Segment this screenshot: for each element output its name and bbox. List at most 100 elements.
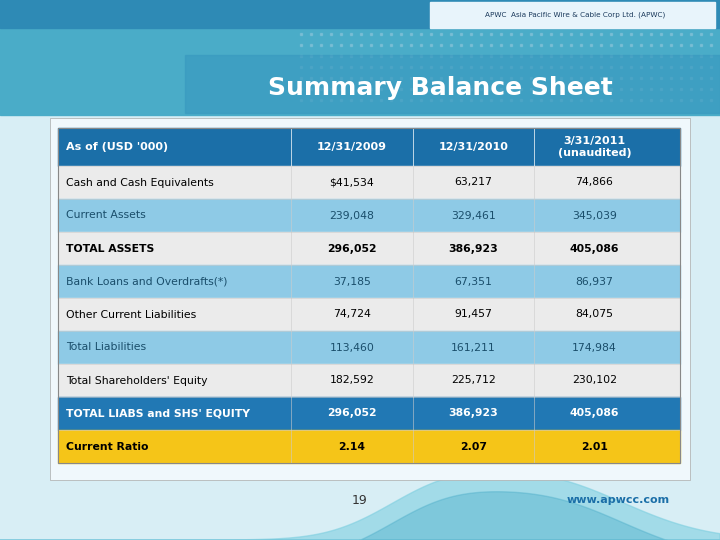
Bar bbox=[630, 77, 631, 78]
Bar bbox=[650, 44, 652, 45]
Bar bbox=[330, 33, 331, 35]
Bar bbox=[450, 55, 451, 57]
Bar bbox=[580, 33, 582, 35]
Bar bbox=[390, 88, 392, 90]
Bar bbox=[510, 99, 511, 100]
Bar bbox=[560, 33, 562, 35]
Bar bbox=[620, 88, 621, 90]
Bar bbox=[300, 99, 302, 100]
Bar bbox=[600, 77, 601, 78]
Bar bbox=[370, 77, 372, 78]
Bar bbox=[670, 44, 672, 45]
Bar bbox=[650, 66, 652, 68]
Bar bbox=[630, 33, 631, 35]
Bar bbox=[680, 55, 682, 57]
Bar bbox=[470, 44, 472, 45]
Text: 91,457: 91,457 bbox=[454, 309, 492, 320]
Bar bbox=[540, 66, 541, 68]
Bar bbox=[330, 77, 331, 78]
Bar bbox=[0, 0, 720, 28]
Bar bbox=[680, 99, 682, 100]
Bar bbox=[450, 88, 451, 90]
Bar bbox=[560, 66, 562, 68]
Bar bbox=[340, 66, 341, 68]
Bar bbox=[690, 99, 691, 100]
Bar bbox=[490, 99, 492, 100]
Bar bbox=[460, 77, 462, 78]
Bar bbox=[500, 99, 502, 100]
Bar bbox=[350, 88, 351, 90]
Text: 74,866: 74,866 bbox=[575, 178, 613, 187]
Bar bbox=[690, 77, 691, 78]
Bar bbox=[380, 55, 382, 57]
Bar bbox=[300, 66, 302, 68]
Bar bbox=[400, 66, 402, 68]
Bar bbox=[510, 33, 511, 35]
Bar bbox=[400, 33, 402, 35]
Bar bbox=[470, 33, 472, 35]
Bar bbox=[310, 44, 312, 45]
Bar bbox=[670, 88, 672, 90]
Bar bbox=[690, 55, 691, 57]
Text: Current Assets: Current Assets bbox=[66, 211, 145, 220]
Bar bbox=[570, 55, 572, 57]
Bar bbox=[600, 88, 601, 90]
Bar bbox=[650, 88, 652, 90]
Bar bbox=[330, 55, 331, 57]
Bar bbox=[640, 99, 642, 100]
Bar bbox=[710, 99, 711, 100]
Bar bbox=[185, 55, 720, 113]
Bar bbox=[370, 55, 372, 57]
Bar bbox=[320, 66, 322, 68]
Bar bbox=[58, 331, 680, 364]
Text: 2.14: 2.14 bbox=[338, 442, 365, 451]
Bar bbox=[520, 33, 521, 35]
Bar bbox=[630, 66, 631, 68]
Bar bbox=[430, 88, 431, 90]
Bar bbox=[450, 33, 451, 35]
Bar bbox=[460, 33, 462, 35]
Text: 296,052: 296,052 bbox=[327, 244, 377, 253]
Bar bbox=[500, 55, 502, 57]
Bar bbox=[570, 88, 572, 90]
Text: 63,217: 63,217 bbox=[454, 178, 492, 187]
Bar bbox=[560, 55, 562, 57]
Bar bbox=[660, 66, 662, 68]
Bar bbox=[510, 66, 511, 68]
Bar bbox=[300, 44, 302, 45]
Bar bbox=[390, 44, 392, 45]
Bar bbox=[710, 66, 711, 68]
Bar bbox=[350, 99, 351, 100]
Bar bbox=[420, 88, 421, 90]
Bar bbox=[440, 77, 441, 78]
Bar bbox=[520, 77, 521, 78]
Text: 12/31/2010: 12/31/2010 bbox=[438, 142, 508, 152]
Bar bbox=[370, 33, 372, 35]
Bar bbox=[360, 44, 361, 45]
Bar bbox=[370, 66, 372, 68]
Bar bbox=[360, 99, 361, 100]
Bar bbox=[660, 88, 662, 90]
Bar bbox=[670, 33, 672, 35]
Bar bbox=[480, 66, 482, 68]
Bar bbox=[700, 55, 701, 57]
Bar bbox=[390, 33, 392, 35]
Bar bbox=[360, 66, 361, 68]
Bar bbox=[300, 33, 302, 35]
Bar bbox=[610, 33, 611, 35]
Text: Total Shareholders' Equity: Total Shareholders' Equity bbox=[66, 375, 207, 386]
Text: 2.07: 2.07 bbox=[459, 442, 487, 451]
Bar bbox=[550, 77, 552, 78]
Bar bbox=[540, 77, 541, 78]
Bar bbox=[680, 88, 682, 90]
Bar bbox=[470, 88, 472, 90]
Bar bbox=[690, 33, 691, 35]
Text: 182,592: 182,592 bbox=[330, 375, 374, 386]
Bar bbox=[610, 99, 611, 100]
Bar bbox=[400, 77, 402, 78]
Bar bbox=[420, 77, 421, 78]
Bar bbox=[550, 55, 552, 57]
Bar bbox=[700, 88, 701, 90]
Bar bbox=[710, 33, 711, 35]
Bar bbox=[600, 99, 601, 100]
